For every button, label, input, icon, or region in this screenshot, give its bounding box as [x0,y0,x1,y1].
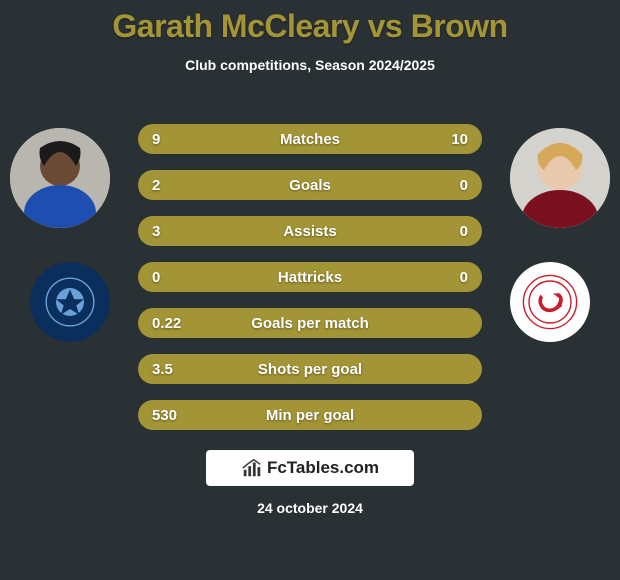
stat-row-assists: 3 Assists 0 [138,216,482,246]
stats-container: 9 Matches 10 2 Goals 0 3 Assists 0 0 Hat… [138,124,482,446]
player-left-photo [10,128,110,228]
stat-left-value: 530 [152,407,177,424]
stat-label: Shots per goal [138,361,482,378]
stat-row-goals: 2 Goals 0 [138,170,482,200]
date-text: 24 october 2024 [0,500,620,516]
stat-label: Goals [138,177,482,194]
stat-row-shots-per-goal: 3.5 Shots per goal [138,354,482,384]
stat-label: Assists [138,223,482,240]
stat-left-value: 3.5 [152,361,173,378]
club-badge-left [30,262,110,342]
stat-row-matches: 9 Matches 10 [138,124,482,154]
branding-text: FcTables.com [267,458,379,478]
stat-label: Goals per match [138,315,482,332]
player-right-photo [510,128,610,228]
stat-left-value: 0 [152,269,160,286]
stat-left-value: 3 [152,223,160,240]
club-badge-right [510,262,590,342]
stat-right-value: 10 [451,131,468,148]
stat-row-hattricks: 0 Hattricks 0 [138,262,482,292]
page-title: Garath McCleary vs Brown [0,0,620,45]
stat-right-value: 0 [460,177,468,194]
stat-left-value: 9 [152,131,160,148]
stat-right-value: 0 [460,269,468,286]
chart-icon [241,457,263,479]
stat-label: Min per goal [138,407,482,424]
stat-left-value: 0.22 [152,315,181,332]
stat-row-goals-per-match: 0.22 Goals per match [138,308,482,338]
subtitle: Club competitions, Season 2024/2025 [0,57,620,73]
stat-left-value: 2 [152,177,160,194]
stat-row-min-per-goal: 530 Min per goal [138,400,482,430]
stat-right-value: 0 [460,223,468,240]
branding-badge: FcTables.com [206,450,414,486]
stat-label: Hattricks [138,269,482,286]
stat-label: Matches [138,131,482,148]
